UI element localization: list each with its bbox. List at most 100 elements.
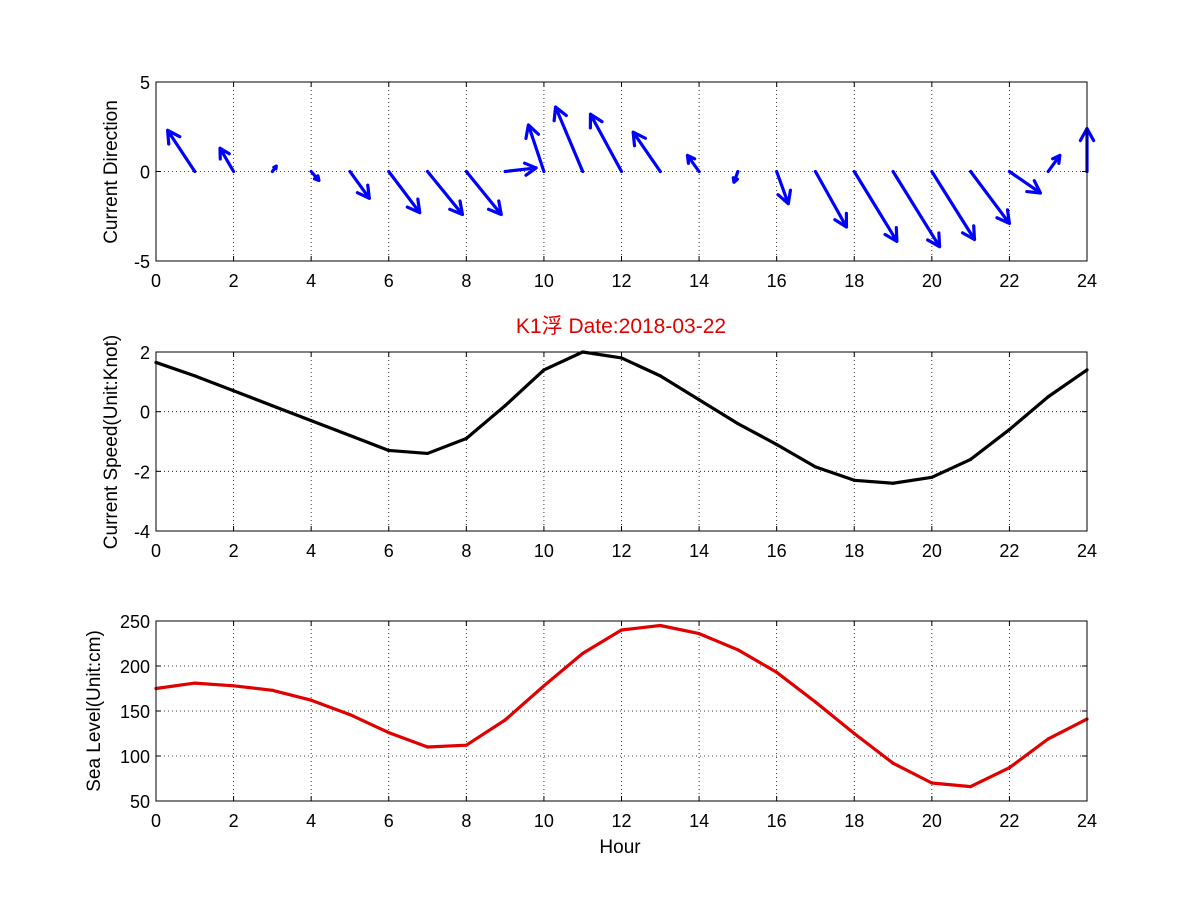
current-arrow [1007, 169, 1043, 195]
x-tick-label: 14 [689, 271, 709, 291]
x-tick-label: 6 [384, 271, 394, 291]
x-tick-label: 8 [461, 811, 471, 831]
current-arrow [852, 169, 899, 243]
x-tick-label: 12 [611, 811, 631, 831]
y-tick-label: 100 [120, 747, 150, 767]
data-point [1007, 427, 1012, 432]
data-point [891, 761, 895, 765]
x-tick-label: 2 [229, 541, 239, 561]
data-point [736, 422, 740, 426]
data-point [425, 745, 430, 749]
data-point [464, 743, 468, 747]
data-point [309, 698, 313, 702]
x-tick-label: 0 [151, 271, 161, 291]
current-arrow [891, 169, 942, 249]
data-point [969, 457, 973, 461]
x-tick-label: 16 [767, 811, 787, 831]
x-tick-label: 8 [461, 541, 471, 561]
x-tick-label: 12 [611, 541, 631, 561]
data-point [309, 419, 313, 423]
current-arrow [930, 169, 977, 242]
x-tick-label: 12 [611, 271, 631, 291]
x-tick-label: 16 [767, 541, 787, 561]
data-point [193, 681, 197, 685]
data-point [852, 731, 856, 736]
data-point [697, 398, 701, 402]
x-tick-label: 22 [999, 811, 1019, 831]
current-direction-arrows [166, 105, 1096, 249]
data-point [697, 632, 701, 636]
current-arrow [685, 153, 701, 174]
current-arrow [270, 164, 278, 174]
x-tick-label: 14 [689, 541, 709, 561]
data-point [1046, 395, 1050, 399]
current-arrow [1046, 153, 1062, 174]
current-arrow [387, 169, 422, 215]
x-tick-label: 10 [534, 811, 554, 831]
y-tick-label: 200 [120, 657, 150, 677]
data-point [891, 481, 895, 485]
data-point [1007, 766, 1012, 770]
data-point [775, 442, 779, 447]
current-arrow [552, 105, 585, 174]
current-arrow [309, 169, 321, 183]
chart-title: K1浮 Date:2018-03-22 [516, 315, 726, 338]
data-point [464, 436, 468, 441]
y-tick-label: -5 [134, 252, 150, 272]
current-direction-ylabel: Current Direction [101, 100, 122, 244]
data-point [1046, 737, 1050, 741]
data-point [542, 368, 546, 372]
current-speed-line [154, 350, 1089, 485]
data-point [193, 374, 197, 378]
y-tick-label: 5 [140, 73, 150, 93]
data-point [425, 451, 430, 456]
sea-level-xlabel: Hour [599, 837, 641, 858]
x-tick-label: 0 [151, 541, 161, 561]
data-point [852, 478, 856, 482]
sea-level-ylabel: Sea Level(Unit:cm) [84, 630, 105, 792]
y-tick-label: 2 [140, 343, 150, 363]
y-tick-label: 150 [120, 702, 150, 722]
data-point [813, 700, 818, 704]
x-tick-label: 20 [922, 811, 942, 831]
data-point [813, 465, 818, 469]
y-tick-label: 0 [140, 163, 150, 183]
current-arrow [218, 146, 236, 174]
data-point [969, 785, 973, 789]
x-tick-label: 22 [999, 271, 1019, 291]
data-point [231, 684, 236, 688]
current-arrow [631, 130, 662, 174]
series-line [155, 350, 1088, 485]
x-tick-label: 24 [1077, 271, 1097, 291]
x-tick-label: 16 [767, 271, 787, 291]
x-tick-label: 6 [384, 541, 394, 561]
data-point [930, 475, 934, 479]
x-tick-label: 24 [1077, 541, 1097, 561]
x-tick-label: 2 [229, 811, 239, 831]
y-tick-label: -2 [134, 462, 150, 482]
current-arrow [464, 169, 503, 217]
x-tick-label: 20 [922, 541, 942, 561]
data-point [658, 623, 662, 628]
data-point [736, 648, 740, 652]
x-tick-label: 14 [689, 811, 709, 831]
x-tick-label: 20 [922, 271, 942, 291]
x-tick-label: 0 [151, 811, 161, 831]
x-tick-label: 4 [306, 541, 316, 561]
current-arrow [166, 128, 197, 174]
current-arrow [731, 169, 740, 184]
y-tick-label: 250 [120, 612, 150, 632]
sea-level-grid [156, 621, 1087, 801]
data-point [619, 628, 624, 632]
y-tick-label: -4 [134, 522, 150, 542]
x-tick-label: 24 [1077, 811, 1097, 831]
x-tick-label: 10 [534, 271, 554, 291]
x-tick-label: 4 [306, 811, 316, 831]
y-tick-label: 0 [140, 403, 150, 423]
